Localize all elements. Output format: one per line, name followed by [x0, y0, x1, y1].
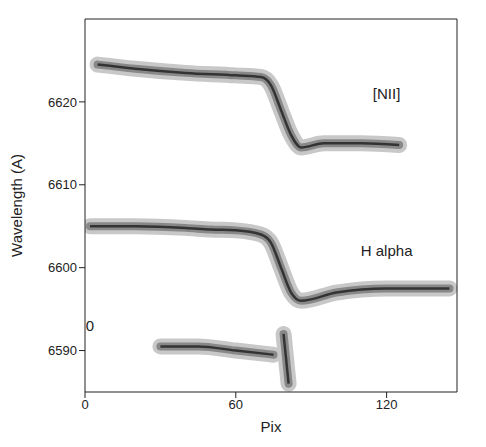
svg-text:60: 60: [229, 397, 243, 412]
svg-text:0: 0: [86, 317, 94, 334]
svg-text:6620: 6620: [48, 95, 77, 110]
svg-text:120: 120: [376, 397, 398, 412]
svg-text:6590: 6590: [48, 343, 77, 358]
svg-text:0: 0: [81, 397, 88, 412]
svg-text:Pix: Pix: [261, 418, 282, 435]
svg-text:H alpha: H alpha: [361, 242, 413, 259]
svg-text:Wavelength (A): Wavelength (A): [8, 154, 25, 257]
svg-text:6600: 6600: [48, 260, 77, 275]
svg-text:6610: 6610: [48, 177, 77, 192]
svg-text:[NII]: [NII]: [373, 85, 401, 102]
